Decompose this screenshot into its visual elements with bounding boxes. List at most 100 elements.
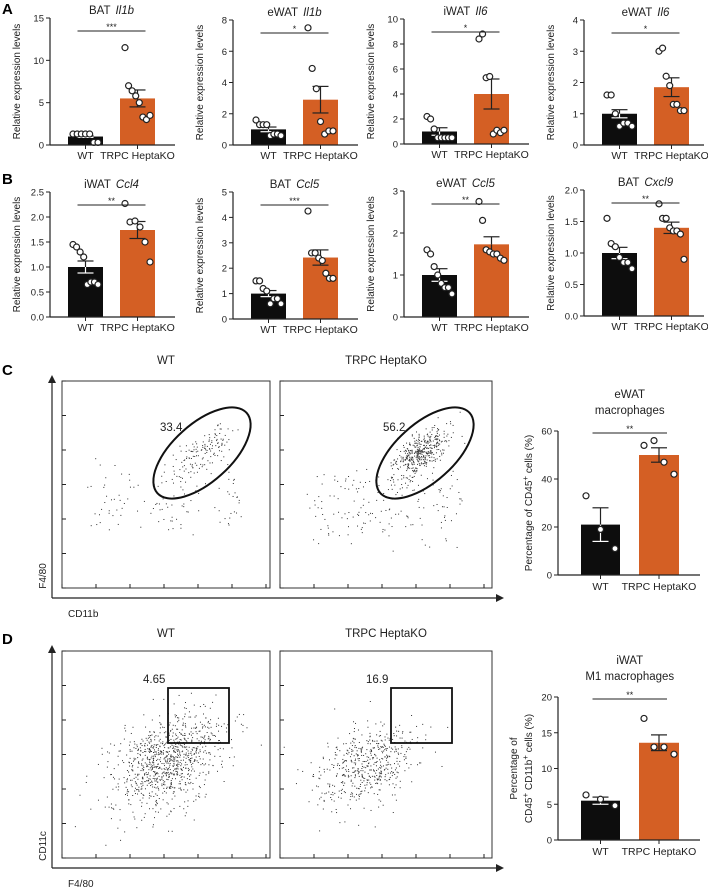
event-dot: [351, 749, 353, 751]
event-dot: [155, 780, 157, 782]
event-dot: [333, 764, 335, 766]
event-dot: [350, 775, 352, 777]
event-dot: [420, 443, 422, 445]
event-dot: [322, 513, 324, 515]
event-dot: [210, 456, 212, 458]
y-axis-label-line: Percentage of CD45+ cells (%): [521, 435, 536, 571]
event-dot: [200, 736, 202, 738]
event-dot: [179, 780, 181, 782]
event-dot: [141, 819, 143, 821]
event-dot: [420, 440, 422, 442]
event-dot: [433, 467, 435, 469]
event-dot: [443, 433, 445, 435]
event-dot: [98, 514, 100, 516]
event-dot: [420, 462, 422, 464]
y-axis-label-part: Percentage of CD45: [524, 480, 535, 571]
event-dot: [179, 774, 181, 776]
event-dot: [425, 442, 427, 444]
event-dot: [131, 766, 133, 768]
event-dot: [386, 757, 388, 759]
event-dot: [395, 513, 397, 515]
event-dot: [108, 752, 110, 754]
event-dot: [388, 509, 390, 511]
event-dot: [379, 521, 381, 523]
event-dot: [137, 766, 139, 768]
event-dot: [209, 437, 211, 439]
event-dot: [190, 476, 192, 478]
event-dot: [223, 723, 225, 725]
event-dot: [336, 773, 338, 775]
event-dot: [386, 780, 388, 782]
event-dot: [419, 446, 421, 448]
event-dot: [350, 780, 352, 782]
event-dot: [387, 489, 389, 491]
event-dot: [342, 761, 344, 763]
event-dot: [137, 757, 139, 759]
event-dot: [187, 767, 189, 769]
event-dot: [180, 776, 182, 778]
event-dot: [438, 434, 440, 436]
event-dot: [198, 793, 200, 795]
event-dot: [390, 480, 392, 482]
event-dot: [208, 448, 210, 450]
event-dot: [414, 442, 416, 444]
event-dot: [214, 745, 216, 747]
event-dot: [438, 444, 440, 446]
event-dot: [149, 751, 151, 753]
event-dot: [153, 744, 155, 746]
event-dot: [409, 731, 411, 733]
event-dot: [386, 747, 388, 749]
event-dot: [199, 706, 201, 708]
event-dot: [184, 801, 186, 803]
event-dot: [335, 775, 337, 777]
event-dot: [317, 507, 319, 509]
event-dot: [395, 461, 397, 463]
event-dot: [166, 815, 168, 817]
event-dot: [400, 456, 402, 458]
event-dot: [155, 784, 157, 786]
event-dot: [385, 767, 387, 769]
event-dot: [351, 767, 353, 769]
event-dot: [353, 742, 355, 744]
category-label: TRPC HeptaKO: [100, 322, 175, 334]
event-dot: [318, 496, 320, 498]
event-dot: [350, 808, 352, 810]
event-dot: [306, 493, 308, 495]
event-dot: [208, 439, 210, 441]
event-dot: [188, 449, 190, 451]
event-dot: [150, 512, 152, 514]
event-dot: [368, 762, 370, 764]
event-dot: [148, 763, 150, 765]
event-dot: [174, 751, 176, 753]
event-dot: [423, 448, 425, 450]
event-dot: [329, 786, 331, 788]
event-dot: [202, 726, 204, 728]
event-dot: [172, 760, 174, 762]
event-dot: [176, 774, 178, 776]
event-dot: [126, 790, 128, 792]
event-dot: [177, 763, 179, 765]
event-dot: [340, 486, 342, 488]
event-dot: [379, 766, 381, 768]
event-dot: [118, 786, 120, 788]
event-dot: [126, 778, 128, 780]
event-dot: [183, 766, 185, 768]
event-dot: [425, 451, 427, 453]
event-dot: [193, 727, 195, 729]
event-dot: [443, 436, 445, 438]
event-dot: [390, 484, 392, 486]
event-dot: [380, 800, 382, 802]
event-dot: [221, 444, 223, 446]
event-dot: [218, 446, 220, 448]
event-dot: [334, 754, 336, 756]
event-dot: [224, 518, 226, 520]
event-dot: [230, 512, 232, 514]
event-dot: [203, 447, 205, 449]
event-dot: [188, 770, 190, 772]
event-dot: [159, 761, 161, 763]
event-dot: [185, 468, 187, 470]
y-tick-label: 1: [222, 289, 227, 300]
y-tick-label: 1: [573, 109, 578, 120]
event-dot: [461, 435, 463, 437]
